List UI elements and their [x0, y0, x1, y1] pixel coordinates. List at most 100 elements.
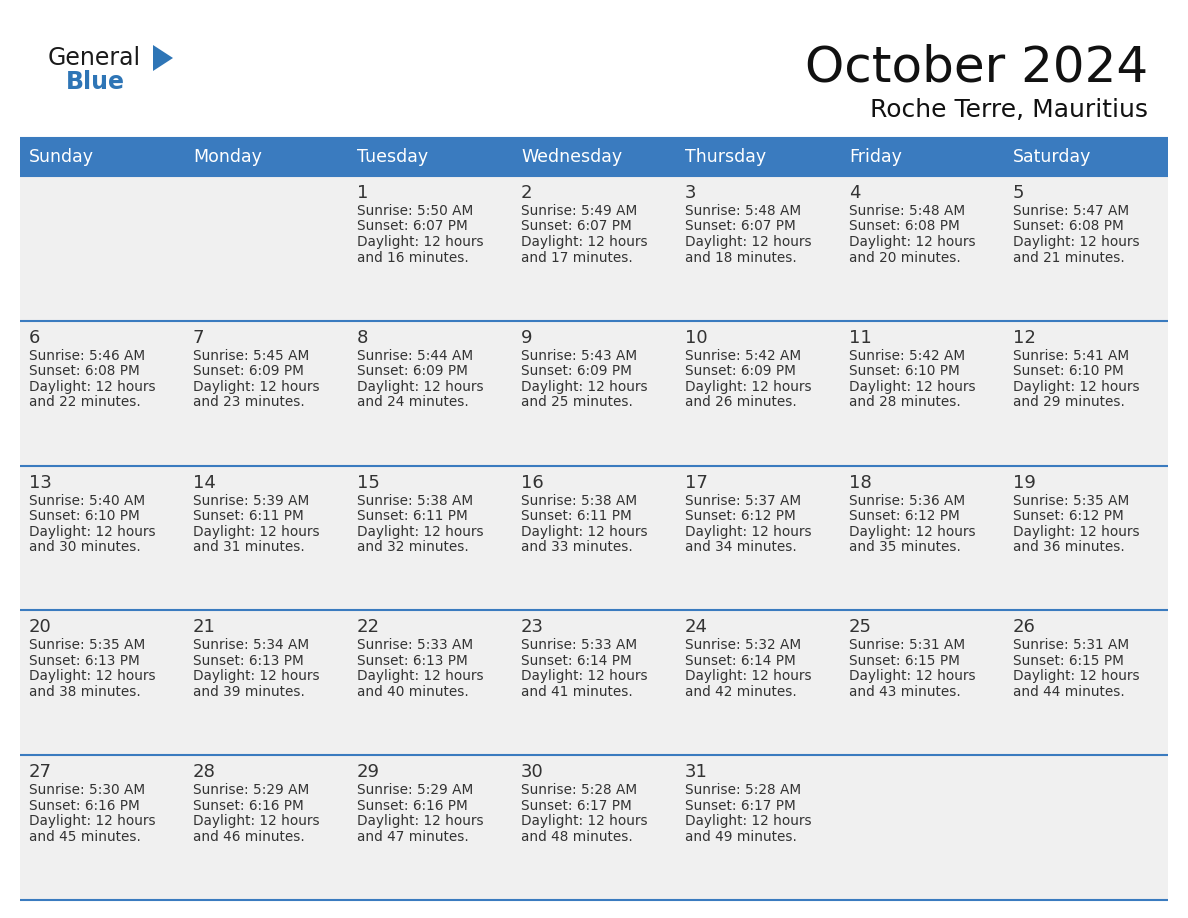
Text: Sunrise: 5:31 AM: Sunrise: 5:31 AM — [1013, 638, 1129, 653]
Text: Daylight: 12 hours: Daylight: 12 hours — [522, 380, 647, 394]
Text: Sunrise: 5:28 AM: Sunrise: 5:28 AM — [685, 783, 801, 797]
Text: Sunset: 6:08 PM: Sunset: 6:08 PM — [849, 219, 960, 233]
Text: Sunrise: 5:46 AM: Sunrise: 5:46 AM — [29, 349, 145, 363]
Text: 25: 25 — [849, 619, 872, 636]
Text: Sunset: 6:17 PM: Sunset: 6:17 PM — [685, 799, 796, 812]
Text: and 29 minutes.: and 29 minutes. — [1013, 396, 1125, 409]
Text: and 46 minutes.: and 46 minutes. — [192, 830, 305, 844]
Text: Sunrise: 5:41 AM: Sunrise: 5:41 AM — [1013, 349, 1129, 363]
Text: 20: 20 — [29, 619, 52, 636]
Text: Sunset: 6:12 PM: Sunset: 6:12 PM — [1013, 509, 1124, 523]
Text: Sunrise: 5:38 AM: Sunrise: 5:38 AM — [358, 494, 473, 508]
Text: and 23 minutes.: and 23 minutes. — [192, 396, 305, 409]
Text: Sunrise: 5:44 AM: Sunrise: 5:44 AM — [358, 349, 473, 363]
Text: 8: 8 — [358, 329, 368, 347]
Text: Sunset: 6:16 PM: Sunset: 6:16 PM — [358, 799, 468, 812]
Text: Sunrise: 5:50 AM: Sunrise: 5:50 AM — [358, 204, 473, 218]
Text: and 49 minutes.: and 49 minutes. — [685, 830, 797, 844]
Text: Sunrise: 5:35 AM: Sunrise: 5:35 AM — [29, 638, 145, 653]
Text: and 40 minutes.: and 40 minutes. — [358, 685, 469, 699]
Text: Daylight: 12 hours: Daylight: 12 hours — [29, 669, 156, 683]
Text: Daylight: 12 hours: Daylight: 12 hours — [358, 380, 484, 394]
Text: Sunrise: 5:33 AM: Sunrise: 5:33 AM — [358, 638, 473, 653]
Text: 13: 13 — [29, 474, 52, 492]
Text: Daylight: 12 hours: Daylight: 12 hours — [522, 814, 647, 828]
Text: 14: 14 — [192, 474, 216, 492]
Text: Sunset: 6:07 PM: Sunset: 6:07 PM — [358, 219, 468, 233]
Text: Sunrise: 5:37 AM: Sunrise: 5:37 AM — [685, 494, 801, 508]
Text: 30: 30 — [522, 763, 544, 781]
Text: Sunset: 6:10 PM: Sunset: 6:10 PM — [1013, 364, 1124, 378]
Text: Sunset: 6:17 PM: Sunset: 6:17 PM — [522, 799, 632, 812]
Text: and 33 minutes.: and 33 minutes. — [522, 540, 633, 554]
Text: and 35 minutes.: and 35 minutes. — [849, 540, 961, 554]
Text: Thursday: Thursday — [685, 148, 766, 166]
Text: General: General — [48, 46, 141, 70]
Text: and 47 minutes.: and 47 minutes. — [358, 830, 469, 844]
Text: Sunrise: 5:35 AM: Sunrise: 5:35 AM — [1013, 494, 1130, 508]
Text: Daylight: 12 hours: Daylight: 12 hours — [1013, 669, 1139, 683]
Text: 4: 4 — [849, 184, 860, 202]
Text: 3: 3 — [685, 184, 696, 202]
Text: Daylight: 12 hours: Daylight: 12 hours — [192, 380, 320, 394]
Text: 10: 10 — [685, 329, 708, 347]
Text: Sunrise: 5:38 AM: Sunrise: 5:38 AM — [522, 494, 637, 508]
Text: Wednesday: Wednesday — [522, 148, 623, 166]
Text: and 18 minutes.: and 18 minutes. — [685, 251, 797, 264]
Text: and 31 minutes.: and 31 minutes. — [192, 540, 305, 554]
Text: Sunset: 6:11 PM: Sunset: 6:11 PM — [192, 509, 304, 523]
Text: and 48 minutes.: and 48 minutes. — [522, 830, 633, 844]
Text: Sunrise: 5:40 AM: Sunrise: 5:40 AM — [29, 494, 145, 508]
Text: and 36 minutes.: and 36 minutes. — [1013, 540, 1125, 554]
Bar — [20, 610, 1168, 756]
Text: and 20 minutes.: and 20 minutes. — [849, 251, 961, 264]
Text: Daylight: 12 hours: Daylight: 12 hours — [1013, 235, 1139, 249]
Text: Sunset: 6:16 PM: Sunset: 6:16 PM — [29, 799, 140, 812]
Text: Sunset: 6:11 PM: Sunset: 6:11 PM — [522, 509, 632, 523]
Text: Daylight: 12 hours: Daylight: 12 hours — [29, 814, 156, 828]
Text: Saturday: Saturday — [1013, 148, 1092, 166]
Bar — [20, 320, 1168, 465]
Text: 18: 18 — [849, 474, 872, 492]
Text: and 38 minutes.: and 38 minutes. — [29, 685, 140, 699]
Text: Sunrise: 5:29 AM: Sunrise: 5:29 AM — [358, 783, 473, 797]
Text: and 16 minutes.: and 16 minutes. — [358, 251, 469, 264]
Text: Daylight: 12 hours: Daylight: 12 hours — [358, 669, 484, 683]
Text: Sunset: 6:12 PM: Sunset: 6:12 PM — [849, 509, 960, 523]
Text: Sunset: 6:10 PM: Sunset: 6:10 PM — [29, 509, 140, 523]
Text: Daylight: 12 hours: Daylight: 12 hours — [358, 524, 484, 539]
Text: Sunrise: 5:43 AM: Sunrise: 5:43 AM — [522, 349, 637, 363]
Text: 5: 5 — [1013, 184, 1024, 202]
Text: 17: 17 — [685, 474, 708, 492]
Text: Roche Terre, Mauritius: Roche Terre, Mauritius — [870, 98, 1148, 122]
Text: Daylight: 12 hours: Daylight: 12 hours — [29, 380, 156, 394]
Text: Sunset: 6:07 PM: Sunset: 6:07 PM — [522, 219, 632, 233]
Text: and 44 minutes.: and 44 minutes. — [1013, 685, 1125, 699]
Text: Sunset: 6:14 PM: Sunset: 6:14 PM — [685, 654, 796, 668]
Text: Sunrise: 5:39 AM: Sunrise: 5:39 AM — [192, 494, 309, 508]
Text: Sunrise: 5:42 AM: Sunrise: 5:42 AM — [849, 349, 965, 363]
Text: Sunset: 6:15 PM: Sunset: 6:15 PM — [849, 654, 960, 668]
Text: Sunset: 6:15 PM: Sunset: 6:15 PM — [1013, 654, 1124, 668]
Text: and 45 minutes.: and 45 minutes. — [29, 830, 141, 844]
Text: and 41 minutes.: and 41 minutes. — [522, 685, 633, 699]
Text: Sunrise: 5:48 AM: Sunrise: 5:48 AM — [849, 204, 965, 218]
Text: and 42 minutes.: and 42 minutes. — [685, 685, 797, 699]
Text: and 25 minutes.: and 25 minutes. — [522, 396, 633, 409]
Text: Sunrise: 5:31 AM: Sunrise: 5:31 AM — [849, 638, 965, 653]
Text: Sunset: 6:08 PM: Sunset: 6:08 PM — [29, 364, 140, 378]
Text: 27: 27 — [29, 763, 52, 781]
Polygon shape — [153, 45, 173, 71]
Text: Daylight: 12 hours: Daylight: 12 hours — [358, 235, 484, 249]
Text: Daylight: 12 hours: Daylight: 12 hours — [849, 669, 975, 683]
Text: Sunset: 6:13 PM: Sunset: 6:13 PM — [192, 654, 304, 668]
Text: Sunrise: 5:47 AM: Sunrise: 5:47 AM — [1013, 204, 1129, 218]
Text: and 24 minutes.: and 24 minutes. — [358, 396, 469, 409]
Text: 26: 26 — [1013, 619, 1036, 636]
Text: Daylight: 12 hours: Daylight: 12 hours — [685, 380, 811, 394]
Text: Sunrise: 5:32 AM: Sunrise: 5:32 AM — [685, 638, 801, 653]
Text: October 2024: October 2024 — [805, 44, 1148, 92]
Text: Daylight: 12 hours: Daylight: 12 hours — [522, 235, 647, 249]
Text: Daylight: 12 hours: Daylight: 12 hours — [522, 669, 647, 683]
Text: Monday: Monday — [192, 148, 261, 166]
